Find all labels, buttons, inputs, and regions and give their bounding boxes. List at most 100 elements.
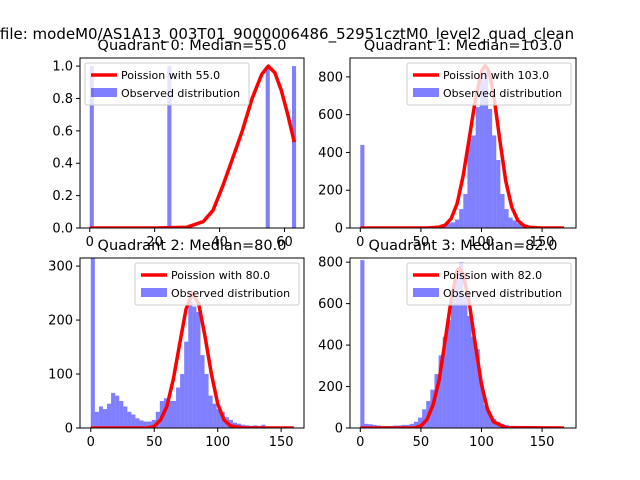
histogram-bar [90, 258, 95, 428]
x-tick-label: 40 [211, 235, 228, 250]
histogram-bar [184, 341, 189, 428]
histogram [90, 258, 286, 428]
histogram-bar [467, 139, 472, 228]
legend-hist-swatch [413, 288, 439, 297]
x-tick-label: 50 [413, 235, 430, 250]
histogram-bar [492, 135, 497, 228]
legend: Poission with 103.0 Observed distribution [406, 62, 572, 106]
x-tick-label: 150 [530, 235, 555, 250]
legend-box [84, 62, 250, 106]
histogram-bar [516, 223, 521, 228]
histogram-bar [467, 316, 472, 428]
histogram-bar [119, 401, 124, 428]
y-tick-label: 600 [318, 108, 343, 123]
histogram-bar [131, 414, 136, 428]
y-tick-label: 0 [65, 422, 73, 437]
histogram-bar [192, 306, 197, 428]
y-tick-label: 0.0 [52, 222, 73, 237]
histogram-bar [479, 78, 484, 228]
y-tick-label: 400 [318, 339, 343, 354]
histogram-bar [167, 66, 172, 228]
histogram-bar [450, 222, 456, 228]
x-tick-label: 60 [276, 235, 293, 250]
y-tick-label: 100 [48, 368, 73, 383]
x-tick-label: 0 [87, 435, 95, 450]
x-tick-label: 150 [530, 435, 555, 450]
y-tick-label: 1.0 [52, 60, 73, 75]
histogram-bar [463, 293, 468, 428]
legend-hist-swatch [141, 288, 167, 297]
histogram-bar [111, 392, 116, 428]
y-tick-label: 200 [318, 380, 343, 395]
subplot-quadrant-3: 0 50 100 150 0 200 400 600 800 Quadrant 3: Median… [318, 238, 577, 450]
x-tick-label: 100 [469, 435, 494, 450]
histogram-bar [360, 260, 365, 428]
axes-frame [349, 257, 577, 429]
y-tick-label: 0 [335, 422, 343, 437]
histogram-bar [147, 421, 152, 428]
axes-frame [79, 57, 305, 229]
subplot-title: Quadrant 0: Median=55.0 [98, 38, 287, 54]
y-tick-label: 0 [335, 222, 343, 237]
histogram-bar [291, 66, 297, 228]
histogram-bar [488, 413, 493, 428]
histogram-bar [479, 384, 484, 428]
x-tick-label: 50 [146, 435, 163, 450]
histogram-bar [180, 374, 185, 428]
y-tick-label: 200 [318, 184, 343, 199]
histogram-bar [107, 403, 112, 428]
x-tick-label: 100 [205, 435, 230, 450]
histogram-bar [512, 220, 517, 228]
axes-frame [349, 57, 577, 229]
legend: Poission with 82.0 Observed distribution [406, 262, 572, 306]
histogram-bar [475, 349, 480, 428]
histogram-bar [123, 406, 128, 428]
legend: Poission with 55.0 Observed distribution [84, 62, 250, 106]
x-tick-label: 0 [356, 435, 364, 450]
x-tick-label: 0 [356, 235, 364, 250]
histogram-bar [216, 409, 221, 428]
histogram-bar [360, 144, 365, 228]
histogram-bar [475, 107, 480, 228]
legend-fit-label: Poission with 82.0 [443, 269, 542, 282]
histogram-bar [413, 421, 418, 428]
histogram-bar [208, 395, 213, 428]
x-tick-label: 50 [413, 435, 430, 450]
histogram-bar [127, 411, 132, 428]
figure-suptitle: a file: modeM0/AS1A13_003T01_9000006486_… [0, 25, 574, 44]
histogram-bar [450, 295, 456, 428]
legend-hist-swatch [413, 88, 439, 97]
y-tick-label: 800 [318, 70, 343, 85]
subplot-title: Quadrant 3: Median=82.0 [369, 238, 558, 254]
x-tick-label: 100 [469, 235, 494, 250]
histogram-bar [212, 403, 217, 428]
histogram-bar [434, 374, 439, 428]
histogram-bar [508, 217, 513, 228]
histogram-bar [204, 374, 209, 428]
histogram-bar [417, 417, 423, 428]
histogram [360, 71, 554, 228]
x-tick-label: 0 [86, 235, 94, 250]
legend-hist-swatch [91, 88, 117, 97]
histogram-bar [455, 270, 460, 428]
y-tick-label: 0.6 [52, 124, 73, 139]
histogram-bar [488, 109, 493, 228]
subplot-title: Quadrant 2: Median=80.0 [98, 238, 287, 254]
y-tick-label: 800 [318, 256, 343, 271]
x-tick-label: 150 [269, 435, 294, 450]
histogram-bar [455, 219, 460, 228]
y-tick-label: 0.2 [52, 189, 73, 204]
histogram-bar [89, 66, 94, 228]
histogram-bar [471, 135, 476, 228]
histogram-bar [446, 223, 451, 228]
histogram-bar [483, 405, 489, 428]
legend-fit-label: Poission with 103.0 [443, 69, 549, 82]
histogram-bar [364, 423, 369, 428]
y-tick-label: 300 [48, 260, 73, 275]
subplot-title: Quadrant 1: Median=103.0 [364, 38, 562, 54]
legend-hist-label: Observed distribution [443, 287, 562, 300]
histogram-bar [94, 411, 99, 428]
histogram-bar [196, 311, 201, 428]
